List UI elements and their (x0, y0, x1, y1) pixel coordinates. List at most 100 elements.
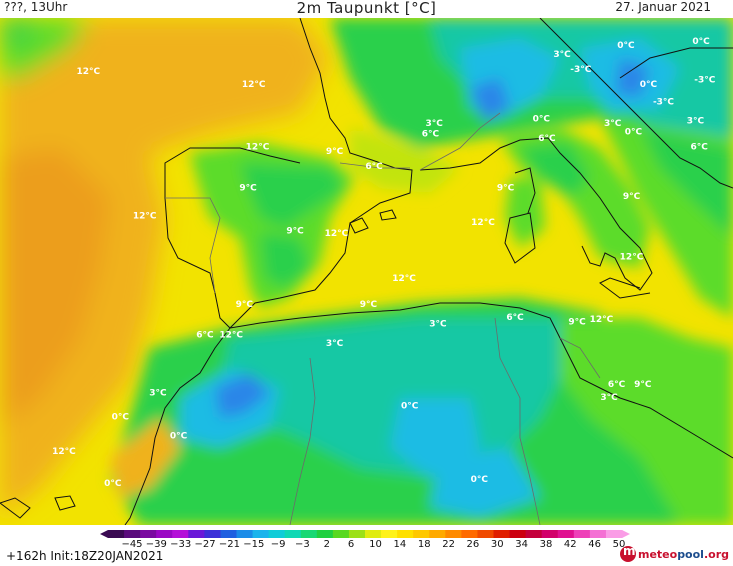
legend-swatch (541, 530, 559, 538)
legend-swatch (397, 530, 414, 538)
isotherm-labels: 12°C12°C3°C-3°C0°C0°C -3°C-3°C0°C3°C6°C0°… (52, 37, 716, 489)
isotherm-label: 6°C (506, 313, 524, 323)
legend-swatch (140, 530, 157, 538)
land-fields (110, 18, 733, 525)
legend-swatch (156, 530, 173, 538)
legend-swatch (316, 530, 334, 538)
forecast-time: ???, 13Uhr (4, 0, 68, 14)
dewpoint-map: 12°C12°C3°C-3°C0°C0°C -3°C-3°C0°C3°C6°C0°… (0, 18, 733, 525)
isotherm-label: 0°C (401, 402, 419, 412)
legend-tick-label: 18 (418, 539, 431, 549)
isotherm-label: 3°C (553, 50, 571, 60)
legend-swatch (557, 530, 575, 538)
isotherm-label: 12°C (246, 143, 270, 153)
isotherm-label: 3°C (426, 119, 444, 129)
legend-swatch (348, 530, 366, 538)
legend-swatch (493, 530, 511, 538)
isotherm-label: 9°C (634, 380, 652, 390)
logo-brand2: pool (677, 547, 704, 561)
legend-tick-label: 42 (564, 539, 577, 549)
isotherm-label: 12°C (325, 229, 349, 239)
legend-swatch (108, 530, 125, 538)
legend-tick-label: −3 (295, 539, 310, 549)
isotherm-label: 0°C (104, 479, 122, 489)
legend-tick-label: −33 (170, 539, 191, 549)
isotherm-label: 12°C (620, 253, 644, 263)
valid-date: 27. Januar 2021 (615, 0, 711, 14)
isotherm-label: 0°C (471, 475, 489, 485)
legend-tick-label: −39 (146, 539, 167, 549)
legend-swatch (236, 530, 254, 538)
isotherm-label: 3°C (687, 117, 705, 127)
legend-tick-label: −45 (121, 539, 142, 549)
isotherm-label: 9°C (239, 184, 257, 194)
legend-swatch (605, 530, 623, 538)
legend-swatch (284, 530, 302, 538)
header-bar: ???, 13Uhr 2m Taupunkt [°C] 27. Januar 2… (0, 0, 733, 18)
legend-swatch (172, 530, 189, 538)
isotherm-label: 3°C (429, 320, 447, 330)
isotherm-label: 3°C (604, 119, 622, 129)
isotherm-label: 6°C (422, 130, 440, 140)
legend-swatch (365, 530, 382, 538)
isotherm-label: 9°C (360, 300, 378, 310)
legend-swatch (268, 530, 286, 538)
legend-swatch (204, 530, 221, 538)
isotherm-label: 3°C (149, 389, 167, 399)
legend-tick-label: −27 (195, 539, 216, 549)
legend-tick-label: 14 (394, 539, 407, 549)
legend-tick-label: 2 (324, 539, 330, 549)
legend-swatch (252, 530, 270, 538)
legend-swatch (429, 530, 446, 538)
isotherm-label: 9°C (286, 227, 304, 237)
isotherm-label: -3°C (653, 97, 674, 107)
borders (165, 112, 601, 525)
legend-tick-label: −21 (219, 539, 240, 549)
isotherm-label: 0°C (170, 432, 188, 442)
legend-swatch (413, 530, 430, 538)
isotherm-label: 12°C (76, 67, 100, 77)
logo-text: meteopool.org (638, 548, 729, 561)
isotherm-label: 6°C (538, 134, 556, 144)
isotherm-label: 3°C (326, 339, 344, 349)
isotherm-label: 6°C (691, 143, 709, 153)
legend-swatch (332, 530, 350, 538)
isotherm-label: 0°C (533, 115, 551, 125)
isotherm-label: 9°C (497, 184, 515, 194)
legend-arrow-right (622, 530, 630, 538)
legend-tick-label: 50 (613, 539, 626, 549)
isotherm-label: 9°C (623, 192, 641, 202)
map-title: 2m Taupunkt [°C] (296, 0, 437, 17)
legend-swatch (573, 530, 591, 538)
legend-swatch (525, 530, 543, 538)
isotherm-label: 12°C (52, 447, 76, 457)
legend-arrow-left (100, 530, 108, 538)
legend-tick-label: 26 (467, 539, 480, 549)
isotherm-label: 12°C (242, 80, 266, 90)
atlantic-field (0, 18, 330, 518)
legend-tick-label: 6 (348, 539, 354, 549)
legend-tick-label: 30 (491, 539, 504, 549)
legend-ticks: −45 −39 −33 −27 −21 −15 −9 −3 2 6 10 14 18 22 26 30 34 38… (121, 539, 625, 549)
isotherm-label: 9°C (568, 317, 586, 327)
legend-swatch (477, 530, 494, 538)
legend-tick-label: 22 (442, 539, 455, 549)
legend-swatch (445, 530, 462, 538)
legend-tick-label: −15 (243, 539, 264, 549)
legend-tick-label: 38 (540, 539, 553, 549)
meteopool-logo: meteopool.org (619, 544, 729, 563)
legend-swatch (509, 530, 527, 538)
legend-swatch (124, 530, 141, 538)
legend-tick-label: 46 (588, 539, 601, 549)
isotherm-label: 0°C (617, 41, 635, 51)
legend-swatch (188, 530, 205, 538)
isotherm-label: 12°C (471, 218, 495, 228)
legend-swatch (220, 530, 237, 538)
isotherm-label: 3°C (600, 393, 618, 403)
color-legend: −45 −39 −33 −27 −21 −15 −9 −3 2 6 10 14 18 22 26 30 34 38… (100, 530, 630, 549)
isotherm-label: 0°C (640, 80, 658, 90)
isotherm-label: -3°C (570, 65, 591, 75)
legend-swatch (381, 530, 398, 538)
logo-tld: .org (703, 547, 729, 561)
isotherm-label: 6°C (608, 380, 626, 390)
